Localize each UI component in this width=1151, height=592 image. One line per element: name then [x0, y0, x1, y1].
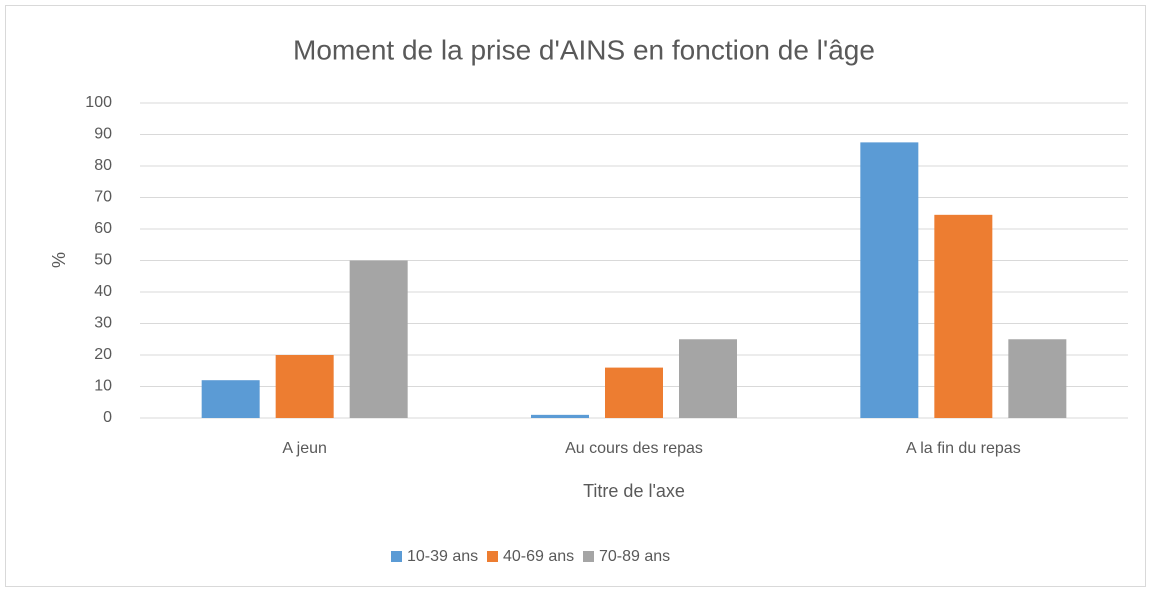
x-tick-label: A la fin du repas [906, 440, 1021, 457]
legend-swatch [391, 551, 402, 562]
bar [605, 367, 663, 418]
bar [275, 355, 334, 418]
y-tick-label: 80 [94, 157, 112, 174]
chart-title: Moment de la prise d'AINS en fonction de… [293, 34, 875, 65]
bar [201, 380, 260, 418]
y-axis-title: % [49, 252, 69, 268]
bar [860, 142, 919, 418]
x-axis-title: Titre de l'axe [583, 481, 685, 501]
legend-label: 70-89 ans [599, 548, 670, 565]
y-tick-label: 60 [94, 220, 112, 237]
legend-label: 40-69 ans [503, 548, 574, 565]
y-tick-label: 70 [94, 189, 112, 206]
legend-swatch [583, 551, 594, 562]
y-tick-label: 40 [94, 283, 112, 300]
x-tick-label: Au cours des repas [565, 440, 703, 457]
y-tick-label: 90 [94, 126, 112, 143]
y-tick-label: 30 [94, 315, 112, 332]
y-tick-label: 10 [94, 378, 112, 395]
bar [349, 260, 408, 418]
x-tick-label: A jeun [282, 440, 326, 457]
legend-label: 10-39 ans [407, 548, 478, 565]
y-tick-label: 20 [94, 346, 112, 363]
bar [531, 414, 589, 418]
y-tick-label: 0 [103, 409, 112, 426]
bar [1008, 339, 1067, 418]
bar [679, 339, 737, 418]
y-tick-label: 100 [85, 94, 112, 111]
y-tick-label: 50 [94, 252, 112, 269]
bar [934, 214, 993, 418]
legend-swatch [487, 551, 498, 562]
